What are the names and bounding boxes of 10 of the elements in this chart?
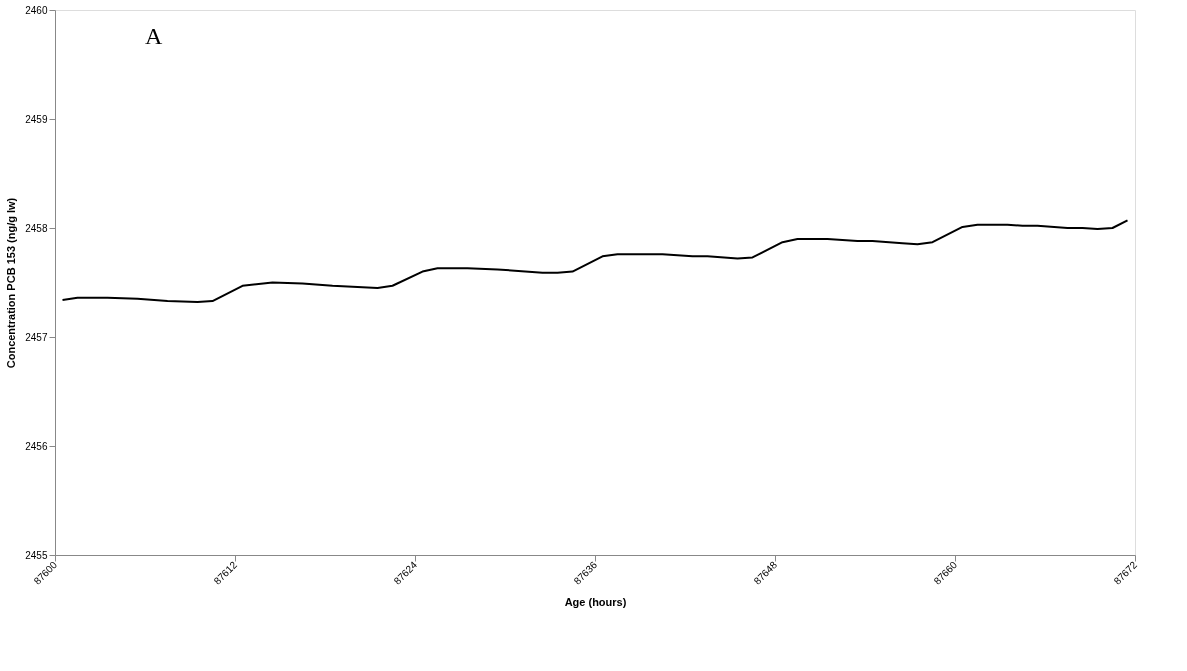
x-axis-title: Age (hours) <box>564 595 627 608</box>
y-tick-label: 2456 <box>25 440 48 452</box>
y-tick-label: 2455 <box>25 549 48 561</box>
y-axis-title: Concentration PCB 153 (ng/g lw) <box>5 197 18 369</box>
annotation: A <box>145 23 163 49</box>
line-series <box>61 219 1129 304</box>
y-tick-label: 2457 <box>25 331 48 343</box>
y-tick-label: 2460 <box>25 4 48 16</box>
y-tick-label: 2458 <box>25 222 48 234</box>
y-tick-label: 2459 <box>25 113 48 125</box>
